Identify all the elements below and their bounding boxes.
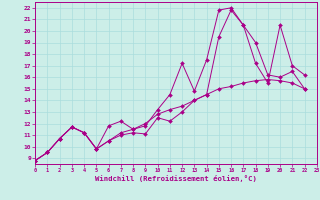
X-axis label: Windchill (Refroidissement éolien,°C): Windchill (Refroidissement éolien,°C) — [95, 175, 257, 182]
